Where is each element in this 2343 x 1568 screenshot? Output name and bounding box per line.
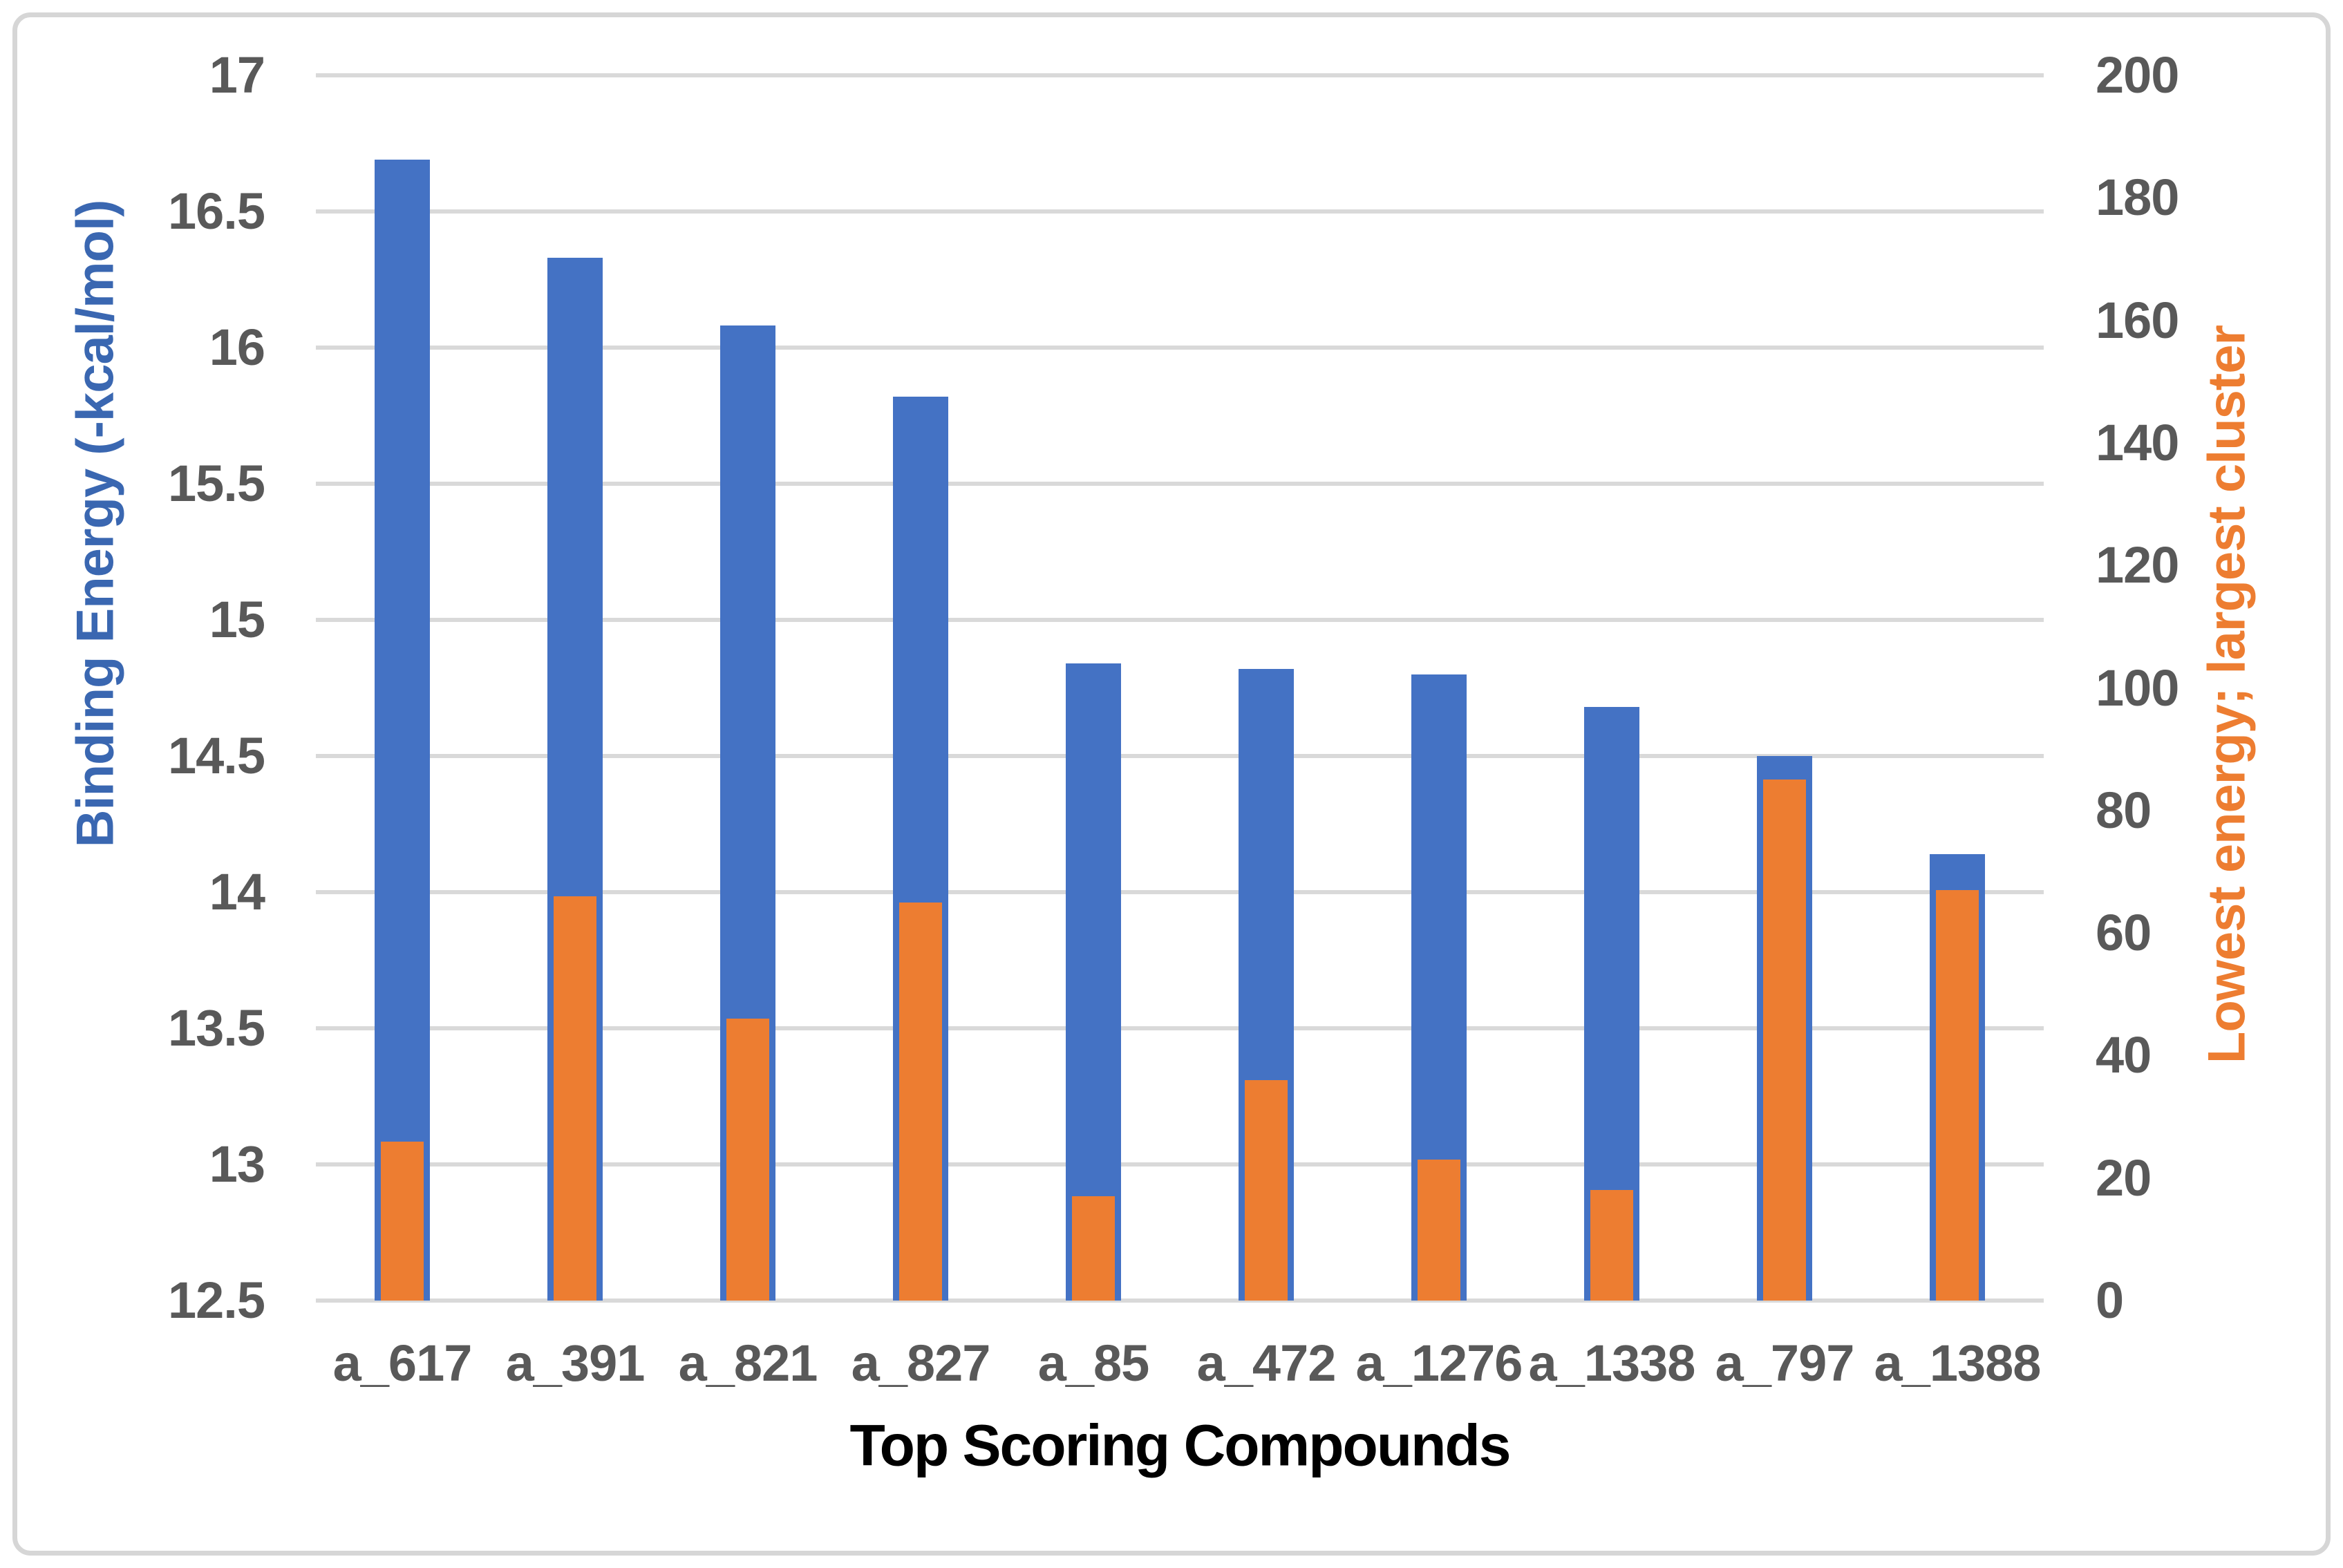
cluster-bar-a_1388 [1936,890,1979,1301]
right-axis-tick-80: 80 [2096,781,2152,839]
gridline [316,618,2044,622]
gridline [316,482,2044,486]
right-axis-title: Lowest energy; largest cluster [2197,325,2257,1064]
cluster-bar-a_1276 [1418,1160,1460,1301]
category-label-a_1338: a_1338 [1528,1334,1696,1392]
binding-energy-bar-a_85 [1066,663,1121,1301]
category-label-a_391: a_391 [505,1334,646,1392]
left-axis-tick-14: 14 [209,863,265,920]
cluster-bar-a_1338 [1590,1190,1633,1301]
cluster-bar-a_391 [554,896,596,1301]
category-label-a_827: a_827 [851,1334,991,1392]
gridline [316,1026,2044,1030]
cluster-bar-a_827 [899,902,942,1301]
cluster-bar-a_797 [1763,780,1806,1301]
category-label-a_85: a_85 [1037,1334,1150,1392]
right-axis-tick-140: 140 [2096,413,2179,471]
right-axis-tick-100: 100 [2096,659,2179,717]
right-axis-tick-0: 0 [2096,1272,2124,1329]
left-axis-tick-12.5: 12.5 [167,1272,265,1329]
left-axis-tick-15: 15 [209,591,265,648]
left-axis-tick-16: 16 [209,319,265,376]
binding-energy-bar-a_617 [375,160,430,1301]
left-axis-tick-14.5: 14.5 [167,727,265,784]
category-label-a_821: a_821 [678,1334,818,1392]
gridline [316,1162,2044,1166]
x-axis-line [316,1298,2044,1303]
category-label-a_1276: a_1276 [1355,1334,1523,1392]
category-label-a_797: a_797 [1715,1334,1855,1392]
plot-area [316,73,2044,1303]
left-axis-tick-13: 13 [209,1135,265,1193]
left-axis-tick-13.5: 13.5 [167,999,265,1057]
cluster-bar-a_617 [381,1141,424,1301]
gridline [316,754,2044,758]
left-axis-tick-16.5: 16.5 [167,182,265,240]
chart-border-frame [12,12,2331,1556]
category-label-a_1388: a_1388 [1874,1334,2042,1392]
right-axis-tick-200: 200 [2096,46,2179,104]
gridline [316,346,2044,350]
left-axis-tick-15.5: 15.5 [167,455,265,512]
right-axis-tick-160: 160 [2096,291,2179,349]
category-label-a_472: a_472 [1196,1334,1337,1392]
cluster-bar-a_472 [1245,1079,1288,1301]
cluster-bar-a_821 [726,1019,769,1301]
right-axis-tick-20: 20 [2096,1149,2152,1207]
gridline [316,890,2044,894]
x-axis-title: Top Scoring Compounds [849,1413,1511,1478]
gridline [316,209,2044,214]
right-axis-tick-40: 40 [2096,1026,2152,1084]
cluster-bar-a_85 [1072,1196,1115,1301]
right-axis-tick-120: 120 [2096,536,2179,594]
left-axis-tick-17: 17 [209,46,265,104]
right-axis-tick-60: 60 [2096,904,2152,962]
gridline [316,73,2044,77]
category-label-a_617: a_617 [332,1334,473,1392]
left-axis-title: Binding Energy (-kcal/mol) [66,200,125,848]
right-axis-tick-180: 180 [2096,169,2179,227]
